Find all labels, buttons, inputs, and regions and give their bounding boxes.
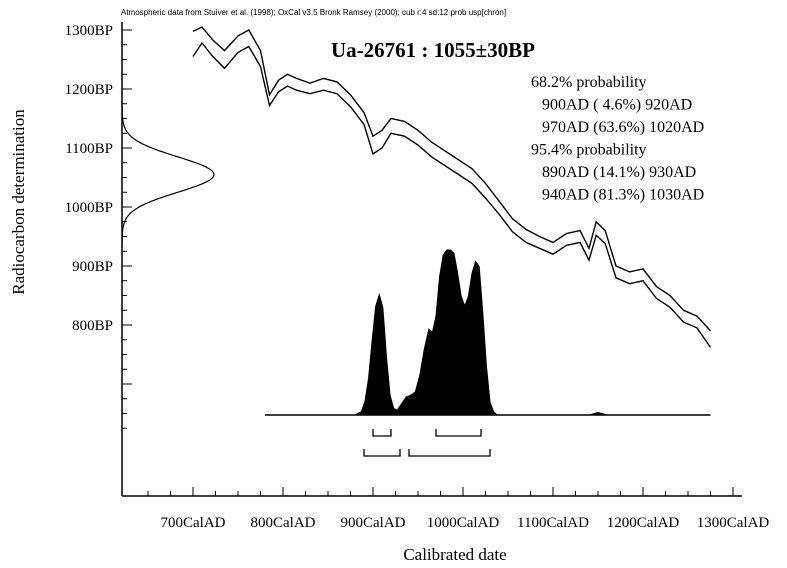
probability-line: 68.2% probability	[531, 74, 647, 91]
y-tick-label: 800BP	[72, 318, 113, 334]
probability-line: 890AD (14.1%) 930AD	[542, 164, 696, 181]
radiocarbon-distribution	[121, 100, 215, 249]
y-tick-label: 1300BP	[65, 23, 113, 39]
x-axis-label: Calibrated date	[403, 545, 506, 564]
curve-lower	[192, 41, 712, 348]
probability-line: 900AD ( 4.6%) 920AD	[542, 97, 692, 114]
range-brackets	[363, 429, 491, 457]
radiocarbon-curve	[121, 100, 215, 249]
range-bracket	[372, 429, 392, 437]
range-bracket	[408, 449, 491, 457]
x-tick-label: 1200CalAD	[607, 515, 680, 531]
y-tick-label: 1000BP	[65, 200, 113, 216]
x-axis-tick-labels: 700CalAD 800CalAD 900CalAD 1000CalAD 1100Cal…	[161, 515, 770, 531]
x-tick-label: 1300CalAD	[697, 515, 770, 531]
x-tick-label: 1000CalAD	[427, 515, 500, 531]
curve-upper	[192, 26, 712, 332]
probability-summary: 68.2% probability 900AD ( 4.6%) 920AD 970A…	[531, 74, 704, 204]
x-axis-ticks	[147, 487, 734, 496]
chart-title: Ua-26761 : 1055±30BP	[331, 38, 535, 62]
y-tick-label: 1100BP	[65, 141, 113, 157]
x-tick-label: 800CalAD	[251, 515, 316, 531]
range-bracket	[435, 429, 482, 437]
probability-line: 95.4% probability	[531, 142, 647, 159]
calibration-curve	[192, 26, 712, 348]
range-bracket	[363, 449, 401, 457]
header-note: Atmospheric data from Stuiver et al. (19…	[121, 8, 506, 17]
calibrated-distribution	[265, 249, 711, 416]
y-axis-tick-labels: 800BP 900BP 1000BP 1100BP 1200BP 1300BP	[65, 23, 113, 334]
y-axis-label: Radiocarbon determination	[9, 109, 28, 295]
probability-line: 940AD (81.3%) 1030AD	[542, 187, 704, 204]
y-tick-label: 1200BP	[65, 82, 113, 98]
distribution-area	[265, 249, 711, 416]
y-tick-label: 900BP	[72, 259, 113, 275]
x-tick-label: 700CalAD	[161, 515, 226, 531]
x-tick-label: 1100CalAD	[517, 515, 589, 531]
probability-line: 970AD (63.6%) 1020AD	[542, 119, 704, 136]
y-axis-ticks	[122, 29, 132, 429]
x-tick-label: 900CalAD	[341, 515, 406, 531]
